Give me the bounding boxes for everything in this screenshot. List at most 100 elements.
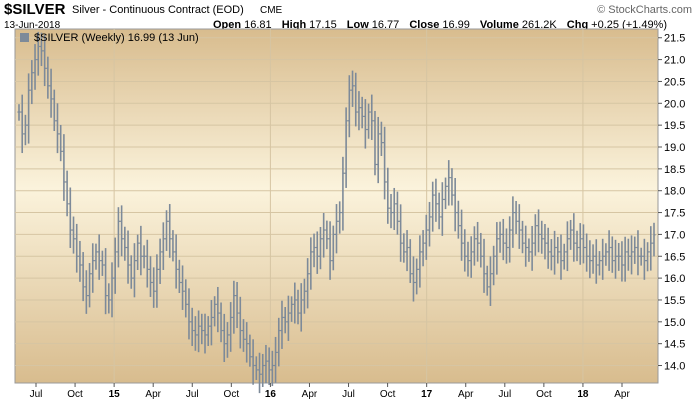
price-bar: [540, 220, 544, 254]
price-bar: [152, 267, 156, 308]
price-bar: [264, 344, 268, 384]
x-tick-label: Apr: [302, 389, 318, 400]
price-bar: [145, 239, 149, 288]
price-bar: [597, 251, 602, 276]
price-bar: [184, 279, 188, 318]
price-bar: [280, 300, 284, 349]
price-bar: [334, 204, 339, 254]
price-bar: [588, 240, 592, 279]
price-bar: [33, 44, 37, 90]
price-bar: [604, 243, 608, 266]
price-bar: [536, 209, 541, 253]
price-bar: [492, 245, 496, 286]
price-bar: [293, 282, 297, 324]
price-bar: [238, 296, 242, 349]
price-bar: [636, 230, 640, 276]
price-bar: [453, 178, 457, 232]
price-bar: [633, 236, 637, 264]
low-value: 16.77: [371, 19, 400, 31]
y-tick-label: 18.0: [664, 186, 685, 198]
brand-label: © StockCharts.com: [597, 4, 692, 16]
price-bar: [341, 156, 345, 231]
price-bar: [68, 187, 72, 248]
y-tick-label: 17.5: [664, 208, 685, 220]
x-tick-label: 17: [421, 389, 433, 400]
price-bar: [456, 200, 460, 239]
y-tick-label: 20.0: [664, 98, 685, 110]
price-bar: [360, 96, 364, 129]
price-bar: [248, 334, 252, 367]
price-bar: [552, 230, 557, 275]
price-bar: [610, 236, 614, 273]
price-bar: [594, 239, 598, 284]
price-bar: [232, 280, 236, 334]
y-tick-label: 17.0: [664, 229, 685, 241]
price-bar: [309, 237, 313, 290]
price-bar: [62, 134, 66, 201]
price-bar: [578, 223, 582, 265]
grid-lines: [15, 29, 658, 383]
price-bar: [559, 234, 563, 280]
date-label: 13-Jun-2018: [4, 20, 61, 31]
volume-value: 261.2K: [521, 19, 557, 31]
price-bar: [235, 281, 239, 329]
price-bar: [49, 68, 53, 118]
y-tick-label: 19.0: [664, 142, 685, 154]
price-bar: [421, 230, 425, 267]
price-bar: [524, 225, 528, 267]
price-bar: [196, 310, 201, 353]
x-tick-label: Oct: [536, 389, 552, 400]
y-tick-label: 14.0: [664, 361, 685, 373]
x-tick-label: Jul: [186, 389, 199, 400]
price-bar: [43, 34, 47, 87]
price-bar: [546, 227, 550, 269]
x-tick-label: Oct: [380, 389, 396, 400]
price-bar: [78, 240, 82, 282]
description-label: Silver - Continuous Contract (EOD): [72, 4, 244, 16]
price-bar: [299, 283, 303, 332]
price-bar: [139, 225, 143, 276]
price-bar: [174, 234, 178, 289]
y-tick-label: 19.5: [664, 120, 685, 132]
price-bar: [591, 244, 595, 274]
price-bar: [395, 191, 400, 235]
price-bar: [94, 243, 98, 270]
price-bar: [322, 212, 326, 258]
price-bar: [132, 243, 137, 298]
price-bar: [399, 204, 403, 262]
price-bar: [36, 31, 40, 76]
price-bar: [331, 225, 335, 271]
price-bar: [39, 32, 44, 67]
price-bar: [530, 225, 534, 271]
price-bar: [508, 216, 512, 263]
price-bar: [373, 110, 377, 176]
price-bar: [251, 339, 255, 385]
x-tick-label: Apr: [145, 389, 161, 400]
price-bar: [514, 200, 518, 235]
price-bar: [302, 278, 307, 314]
price-bar: [168, 204, 172, 258]
price-bar: [190, 307, 194, 346]
price-bar: [415, 258, 419, 295]
low-label: Low: [346, 19, 369, 31]
price-bar: [17, 104, 21, 121]
price-bar: [488, 256, 493, 306]
price-bar: [392, 187, 396, 230]
price-bar: [469, 236, 473, 278]
price-bar: [325, 220, 329, 250]
price-bar: [411, 256, 416, 302]
price-bar: [120, 205, 124, 257]
price-bar: [431, 181, 435, 232]
y-tick-label: 21.0: [664, 55, 685, 67]
price-bar: [466, 241, 470, 277]
price-bar: [222, 313, 226, 362]
price-bar: [447, 160, 451, 206]
price-bar: [283, 306, 287, 334]
price-bar: [164, 210, 169, 251]
price-bar: [363, 99, 367, 149]
price-bar: [645, 242, 650, 272]
price-bar: [354, 72, 358, 127]
x-axis: Jul Oct 15 Apr Jul Oct 16 Apr Jul Oct 17 Apr Jul Oct 1…: [30, 383, 630, 400]
price-bar: [177, 259, 181, 293]
x-tick-label: Oct: [224, 389, 240, 400]
